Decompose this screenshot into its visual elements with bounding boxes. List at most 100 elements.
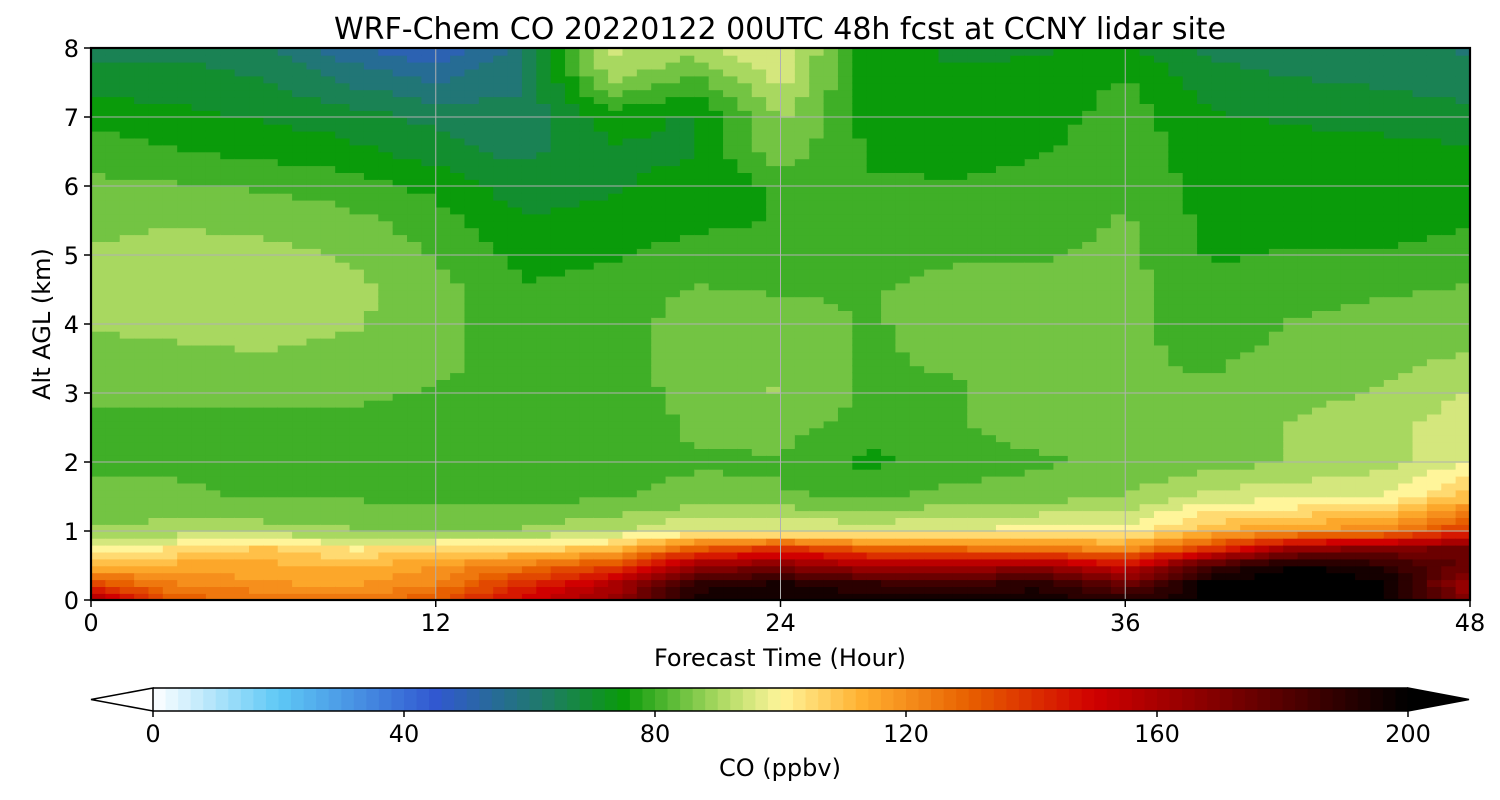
heatmap-cell (148, 386, 164, 394)
heatmap-cell (751, 517, 767, 525)
heatmap-cell (766, 282, 782, 291)
heatmap-cell (967, 317, 983, 325)
heatmap-cell (521, 75, 538, 84)
heatmap-cell (766, 482, 782, 491)
heatmap-cell (924, 420, 940, 429)
heatmap-cell (91, 317, 107, 325)
heatmap-cell (924, 130, 940, 139)
heatmap-cell (909, 165, 925, 173)
heatmap-cell (407, 234, 423, 242)
heatmap-cell (392, 282, 408, 291)
heatmap-cell (234, 558, 250, 567)
heatmap-cell (407, 468, 423, 477)
heatmap-cell (306, 524, 322, 532)
heatmap-cell (593, 206, 609, 215)
heatmap-cell (335, 586, 351, 594)
heatmap-cell (593, 268, 609, 277)
heatmap-cell (349, 296, 365, 305)
heatmap-cell (407, 89, 423, 98)
heatmap-cell (335, 386, 351, 394)
heatmap-cell (478, 289, 494, 298)
heatmap-cell (809, 427, 825, 436)
heatmap-cell (895, 289, 911, 298)
heatmap-cell (766, 406, 782, 415)
heatmap-cell (909, 448, 925, 456)
heatmap-cell (636, 75, 653, 84)
heatmap-cell (665, 268, 681, 277)
heatmap-cell (651, 455, 667, 463)
heatmap-cell (924, 565, 940, 574)
heatmap-cell (464, 537, 480, 546)
heatmap-cell (493, 399, 509, 408)
heatmap-cell (809, 89, 825, 98)
heatmap-cell (507, 89, 523, 98)
heatmap-cell (349, 117, 365, 125)
heatmap-cell (967, 434, 983, 443)
heatmap-cell (636, 275, 653, 284)
heatmap-cell (378, 441, 394, 449)
heatmap-cell (91, 296, 107, 305)
heatmap-cell (349, 496, 365, 505)
heatmap-cell (177, 296, 193, 305)
heatmap-cell (550, 517, 566, 525)
heatmap-cell (105, 365, 121, 374)
heatmap-cell (306, 399, 322, 408)
heatmap-cell (565, 379, 581, 387)
heatmap-cell (536, 427, 552, 436)
heatmap-cell (421, 496, 437, 505)
heatmap-cell (335, 503, 351, 512)
heatmap-cell (320, 248, 336, 256)
heatmap-cell (852, 96, 868, 104)
heatmap-cell (651, 572, 667, 581)
heatmap-cell (837, 82, 854, 91)
heatmap-cell (679, 110, 696, 118)
heatmap-cell (105, 351, 121, 360)
heatmap-cell (148, 475, 164, 484)
heatmap-cell (550, 324, 566, 332)
heatmap-cell (306, 379, 322, 387)
heatmap-cell (249, 54, 265, 63)
heatmap-cell (292, 96, 308, 104)
heatmap-cell (679, 330, 696, 339)
heatmap-cell (924, 448, 940, 456)
heatmap-cell (636, 151, 653, 160)
heatmap-cell (105, 572, 121, 581)
heatmap-cell (105, 593, 121, 600)
heatmap-cell (464, 186, 480, 194)
heatmap-cell (823, 558, 839, 567)
heatmap-cell (177, 489, 193, 498)
heatmap-cell (852, 68, 868, 77)
heatmap-cell (895, 248, 911, 256)
heatmap-cell (536, 261, 552, 270)
heatmap-cell (924, 165, 940, 173)
heatmap-cell (134, 413, 150, 422)
heatmap-cell (579, 379, 595, 387)
heatmap-cell (521, 324, 538, 332)
heatmap-cell (737, 172, 753, 180)
heatmap-cell (550, 537, 566, 546)
heatmap-cell (134, 227, 150, 236)
heatmap-cell (191, 151, 207, 160)
heatmap-cell (148, 206, 164, 215)
heatmap-cell (407, 268, 423, 277)
heatmap-cell (335, 579, 351, 587)
heatmap-cell (780, 393, 796, 401)
heatmap-cell (119, 158, 135, 167)
heatmap-cell (579, 434, 595, 443)
heatmap-cell (450, 192, 466, 201)
heatmap-cell (306, 482, 322, 491)
heatmap-cell (177, 551, 193, 560)
heatmap-cell (837, 303, 854, 311)
heatmap-cell (651, 282, 667, 291)
heatmap-cell (91, 192, 107, 201)
heatmap-cell (148, 268, 164, 277)
heatmap-cell (478, 206, 494, 215)
heatmap-cell (119, 427, 135, 436)
heatmap-cell (507, 358, 523, 367)
heatmap-cell (823, 144, 839, 153)
heatmap-cell (938, 441, 954, 449)
heatmap-cell (938, 565, 954, 574)
heatmap-cell (220, 234, 236, 242)
heatmap-cell (751, 434, 767, 443)
heatmap-cell (234, 165, 250, 173)
